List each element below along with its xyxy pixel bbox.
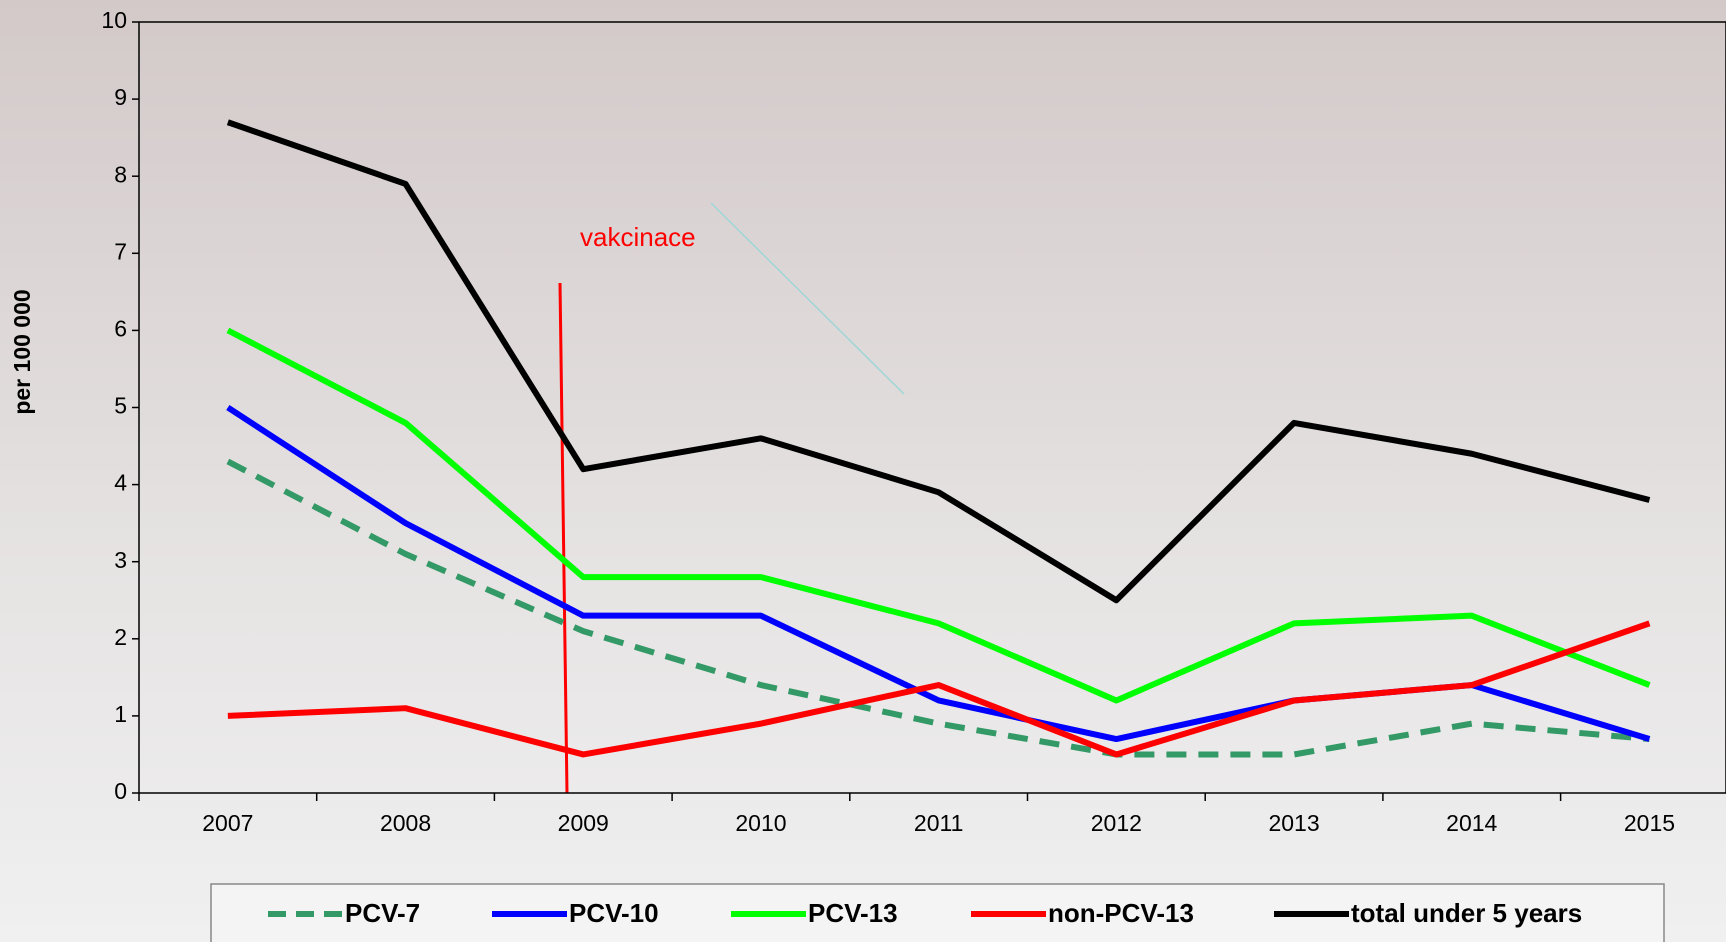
x-tick-label: 2014 (1446, 810, 1497, 836)
x-tick-label: 2013 (1268, 810, 1319, 836)
y-tick-label: 2 (114, 624, 127, 650)
legend-box (210, 883, 1665, 942)
y-tick-label: 3 (114, 547, 127, 573)
vaccination-line (558, 282, 569, 794)
x-tick-label: 2010 (735, 810, 786, 836)
legend-label: PCV-13 (808, 898, 898, 928)
series-line (226, 458, 1650, 758)
series-line (227, 620, 1651, 758)
annotation: vakcinace (580, 222, 696, 252)
legend-label: non-PCV-13 (1048, 898, 1194, 928)
y-tick-label: 0 (114, 778, 127, 804)
y-tick-label: 6 (114, 315, 127, 341)
y-tick-label: 1 (114, 701, 127, 727)
x-tick-label: 2009 (558, 810, 609, 836)
x-tick-label: 2011 (914, 810, 963, 836)
x-tick-label: 2007 (202, 810, 253, 836)
series-line (226, 327, 1651, 704)
y-tick-label: 7 (114, 238, 127, 264)
x-tick-label: 2012 (1091, 810, 1142, 836)
y-tick-label: 10 (101, 7, 127, 33)
x-tick-label: 2008 (380, 810, 431, 836)
y-tick-label: 8 (114, 161, 127, 187)
decoration-line (710, 202, 905, 395)
legend-label: total under 5 years (1351, 898, 1582, 928)
x-tick-label: 2015 (1624, 810, 1675, 836)
y-axis-label: per 100 000 (9, 289, 35, 414)
series-line (226, 119, 1651, 604)
y-tick-label: 4 (114, 470, 127, 496)
legend-label: PCV-10 (569, 898, 659, 928)
y-tick-label: 5 (114, 393, 127, 419)
legend-label: PCV-7 (345, 898, 420, 928)
y-tick-label: 9 (114, 84, 127, 110)
